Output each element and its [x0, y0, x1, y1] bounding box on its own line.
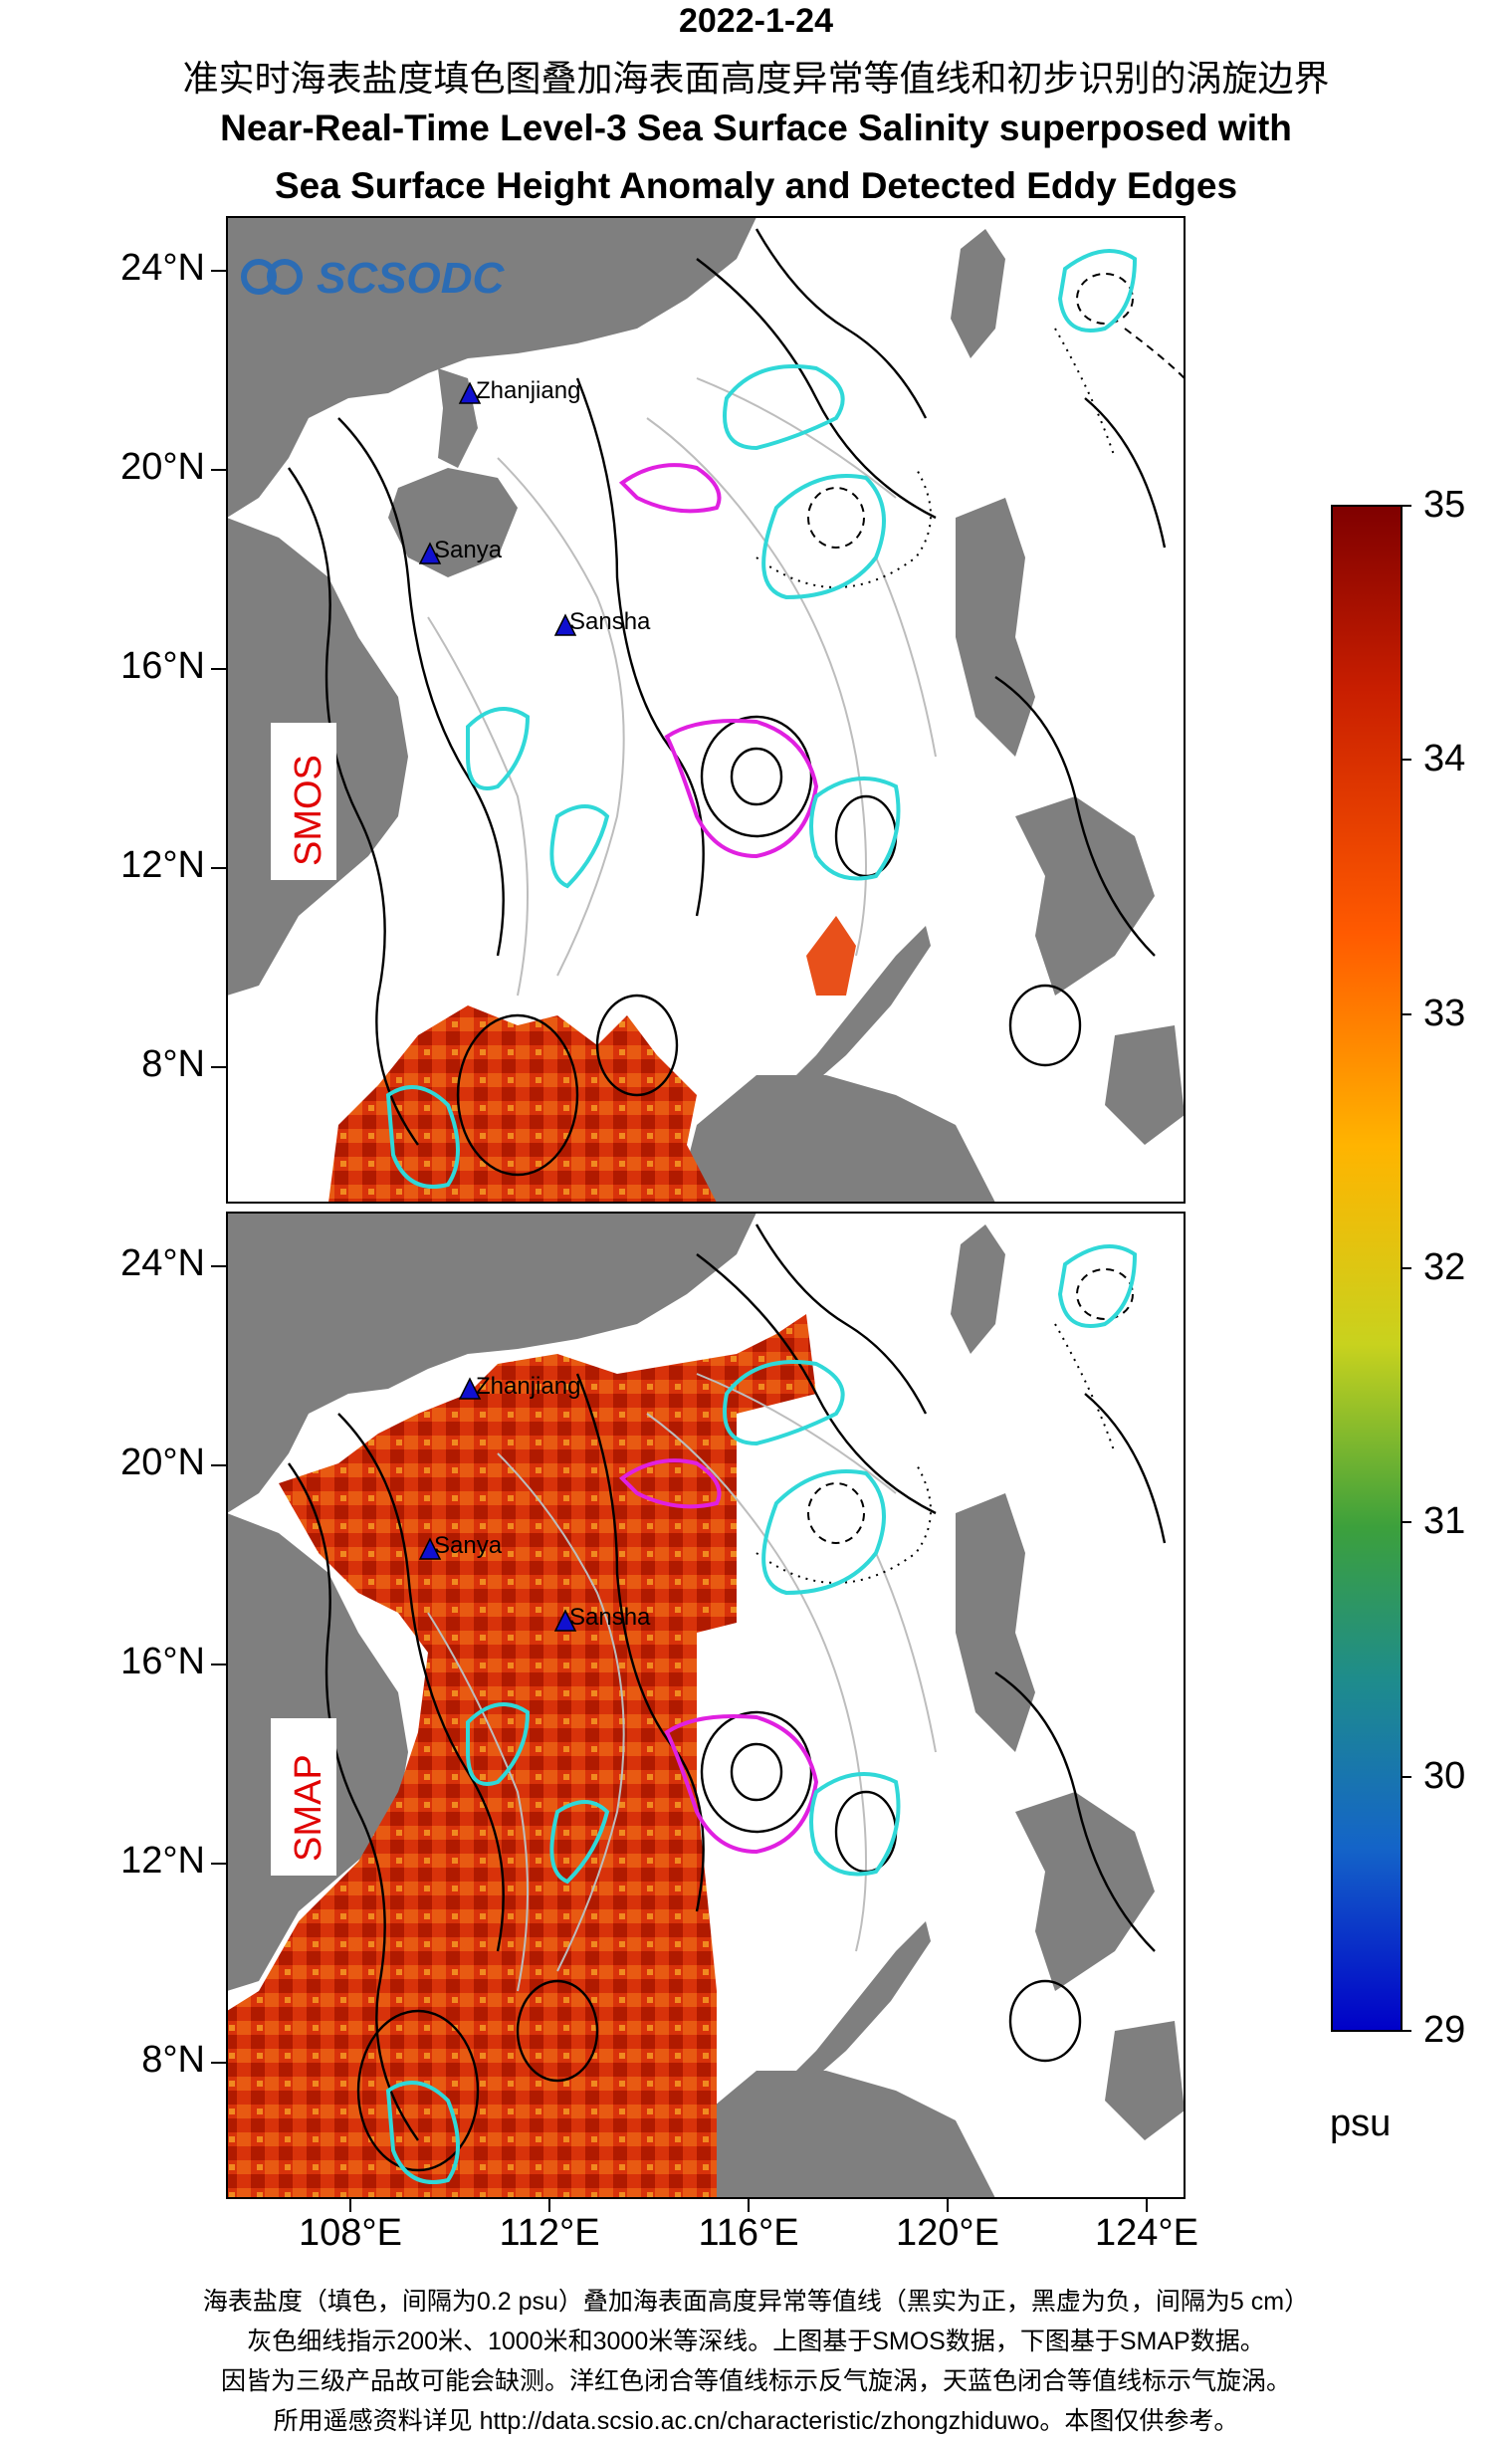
smos-map-panel: SCSODC Zhanjiang Sanya Sansha SMOS — [227, 217, 1185, 1203]
smos-salinity-patch — [806, 916, 856, 996]
land-mindanao-bottom — [1105, 2021, 1185, 2140]
caption-line-2: 灰色细线指示200米、1000米和3000米等深线。上图基于SMOS数据，下图基… — [247, 2328, 1265, 2355]
cyclonic-eddy-edge — [549, 804, 610, 889]
cyclonic-eddy-edge — [809, 1772, 901, 1877]
cyclonic-eddy-edge — [385, 2081, 460, 2184]
lon-label-124e: 124°E — [1095, 2212, 1198, 2254]
colorbar-label-35: 35 — [1423, 484, 1466, 526]
colorbar — [1331, 505, 1403, 2032]
place-marker-sansha — [553, 1609, 577, 1632]
colorbar-label-34: 34 — [1423, 738, 1466, 779]
land-palawan-bottom — [796, 1921, 931, 2086]
ssha-dotted-contours-top — [756, 328, 1116, 588]
lon-label-120e: 120°E — [896, 2212, 999, 2254]
place-marker-sansha — [553, 613, 577, 636]
cyclonic-eddy-edge — [809, 777, 901, 881]
place-label-zhanjiang: Zhanjiang — [476, 1373, 580, 1400]
colorbar-label-33: 33 — [1423, 993, 1466, 1034]
place-marker-sanya — [418, 1537, 442, 1560]
eddy-edges-top — [385, 249, 1138, 1189]
panel-label-smap: SMAP — [288, 1754, 329, 1862]
colorbar-label-29: 29 — [1423, 2009, 1466, 2051]
lat-label-20n-bottom: 20°N — [120, 1442, 205, 1483]
lon-ticks — [349, 2198, 1148, 2212]
colorbar-label-32: 32 — [1423, 1246, 1466, 1288]
cyclonic-eddy-edge — [723, 364, 845, 451]
colorbar-ticks — [1402, 505, 1411, 2032]
logo-text: SCSODC — [317, 254, 505, 303]
colorbar-label-31: 31 — [1423, 1500, 1466, 1542]
smos-salinity-fill — [328, 1005, 717, 1203]
lat-label-16n-top: 16°N — [120, 645, 205, 687]
lat-label-24n-bottom: 24°N — [120, 1242, 205, 1284]
smap-map-panel: Zhanjiang Sanya Sansha SMAP — [227, 1213, 1185, 2198]
ssha-dotted-contours-bottom — [756, 1323, 1116, 1584]
title-english-line2: Sea Surface Height Anomaly and Detected … — [274, 165, 1238, 206]
lon-label-116e: 116°E — [698, 2212, 799, 2254]
land-taiwan-top — [951, 229, 1005, 358]
land-china-top — [227, 217, 756, 518]
figure-date: 2022-1-24 — [678, 2, 833, 40]
smap-salinity-fill — [227, 1314, 816, 2198]
lat-label-12n-top: 12°N — [120, 844, 205, 886]
lat-label-8n-top: 8°N — [141, 1043, 205, 1085]
cyclonic-eddy-edge — [466, 707, 531, 790]
place-marker-zhanjiang — [458, 1377, 482, 1400]
anticyclonic-eddy-edge — [664, 719, 819, 859]
place-label-sansha: Sansha — [569, 608, 651, 635]
land-mindanao-top — [1105, 1025, 1185, 1145]
anticyclonic-eddy-edge — [618, 1458, 722, 1509]
cyclonic-eddy-edge — [723, 1360, 845, 1446]
scsodc-logo — [241, 259, 303, 295]
place-label-sanya: Sanya — [434, 537, 503, 563]
colorbar-label-30: 30 — [1423, 1755, 1466, 1797]
cyclonic-eddy-edge — [761, 1469, 886, 1596]
cyclonic-eddy-edge — [1057, 1244, 1138, 1328]
lat-label-12n-bottom: 12°N — [120, 1840, 205, 1882]
land-philippines-bottom — [1015, 1792, 1155, 1991]
place-label-zhanjiang: Zhanjiang — [476, 377, 580, 404]
panel-label-box-smap — [271, 1718, 336, 1876]
cyclonic-eddy-edge — [385, 1085, 460, 1189]
cyclonic-eddy-edge — [1057, 249, 1138, 333]
place-label-sanya: Sanya — [434, 1532, 503, 1559]
lat-label-20n-top: 20°N — [120, 446, 205, 488]
land-borneo-top — [677, 1075, 995, 1203]
logo-icon — [241, 259, 277, 295]
land-philippines-top — [1015, 796, 1155, 996]
lon-label-108e: 108°E — [299, 2212, 402, 2254]
land-taiwan-bottom — [951, 1224, 1005, 1354]
place-marker-zhanjiang — [458, 381, 482, 404]
title-english-line1: Near-Real-Time Level-3 Sea Surface Salin… — [220, 108, 1292, 148]
panel-label-box-smos — [271, 723, 336, 880]
place-label-sansha: Sansha — [569, 1604, 651, 1631]
caption-line-3: 因皆为三级产品故可能会缺测。洋红色闭合等值线标示反气旋涡，天蓝色闭合等值线标示气… — [220, 2367, 1291, 2395]
bathymetry-contours-top — [427, 377, 937, 997]
lon-label-112e: 112°E — [499, 2212, 600, 2254]
lat-label-8n-bottom: 8°N — [141, 2039, 205, 2081]
lat-label-24n-top: 24°N — [120, 247, 205, 289]
lat-label-16n-bottom: 16°N — [120, 1641, 205, 1682]
caption-line-4: 所用遥感资料详见 http://data.scsio.ac.cn/charact… — [273, 2407, 1239, 2435]
colorbar-unit: psu — [1330, 2103, 1392, 2144]
caption-line-1: 海表盐度（填色，间隔为0.2 psu）叠加海表面高度异常等值线（黑实为正，黑虚为… — [202, 2288, 1310, 2316]
lat-ticks — [211, 270, 227, 2064]
title-chinese: 准实时海表盐度填色图叠加海表面高度异常等值线和初步识别的涡旋边界 — [182, 58, 1330, 99]
cyclonic-eddy-edge — [466, 1702, 531, 1786]
land-palawan-top — [796, 926, 931, 1090]
eddy-edges-bottom — [385, 1244, 1138, 2184]
cyclonic-eddy-edge — [549, 1800, 610, 1885]
cyclonic-eddy-edge — [761, 474, 886, 600]
land-china-bottom — [227, 1213, 756, 1513]
bathymetry-contours-bottom — [427, 1373, 937, 1992]
place-marker-sanya — [418, 542, 442, 564]
panel-label-smos: SMOS — [288, 755, 329, 866]
ssha-negative-contours-top — [807, 273, 1185, 549]
land-borneo-bottom — [677, 2071, 995, 2198]
ssha-negative-contours-bottom — [807, 1268, 1134, 1544]
anticyclonic-eddy-edge — [664, 1714, 819, 1855]
anticyclonic-eddy-edge — [618, 463, 722, 514]
land-hainan-top — [388, 468, 518, 577]
